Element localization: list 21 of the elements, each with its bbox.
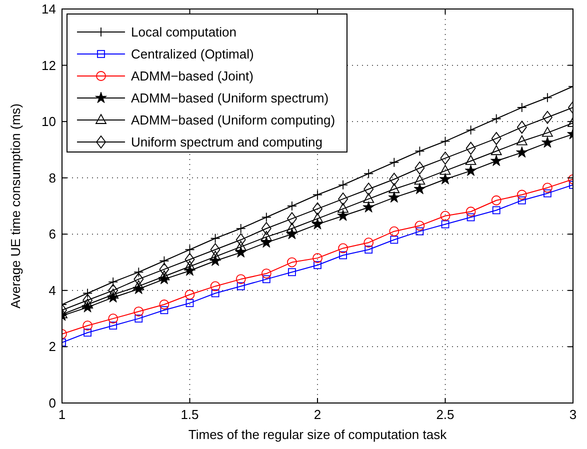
- y-tick-label: 8: [48, 170, 56, 186]
- legend-label: Centralized (Optimal): [131, 46, 254, 62]
- y-tick-label: 4: [48, 282, 56, 298]
- x-tick-label: 2.5: [436, 407, 454, 422]
- y-tick-label: 6: [48, 226, 56, 242]
- x-axis-title: Times of the regular size of computation task: [188, 427, 448, 442]
- y-tick-label: 14: [42, 2, 56, 16]
- legend-label: Uniform spectrum and computing: [131, 134, 322, 150]
- legend-label: ADMM−based (Joint): [131, 68, 254, 84]
- x-tick-label: 3: [569, 407, 577, 422]
- x-tick-label: 2: [314, 407, 322, 422]
- legend-label: ADMM−based (Uniform spectrum): [131, 90, 329, 106]
- x-tick-label: 1: [58, 407, 66, 422]
- legend-label: ADMM−based (Uniform computing): [131, 112, 336, 128]
- y-tick-label: 12: [42, 58, 56, 73]
- y-axis-title: Average UE time consumption (ms): [8, 104, 23, 308]
- y-tick-label: 0: [48, 396, 56, 410]
- x-tick-label: 1.5: [180, 407, 199, 422]
- legend-label: Local computation: [131, 24, 237, 40]
- y-tick-label: 10: [42, 114, 56, 130]
- y-tick-label: 2: [48, 339, 56, 354]
